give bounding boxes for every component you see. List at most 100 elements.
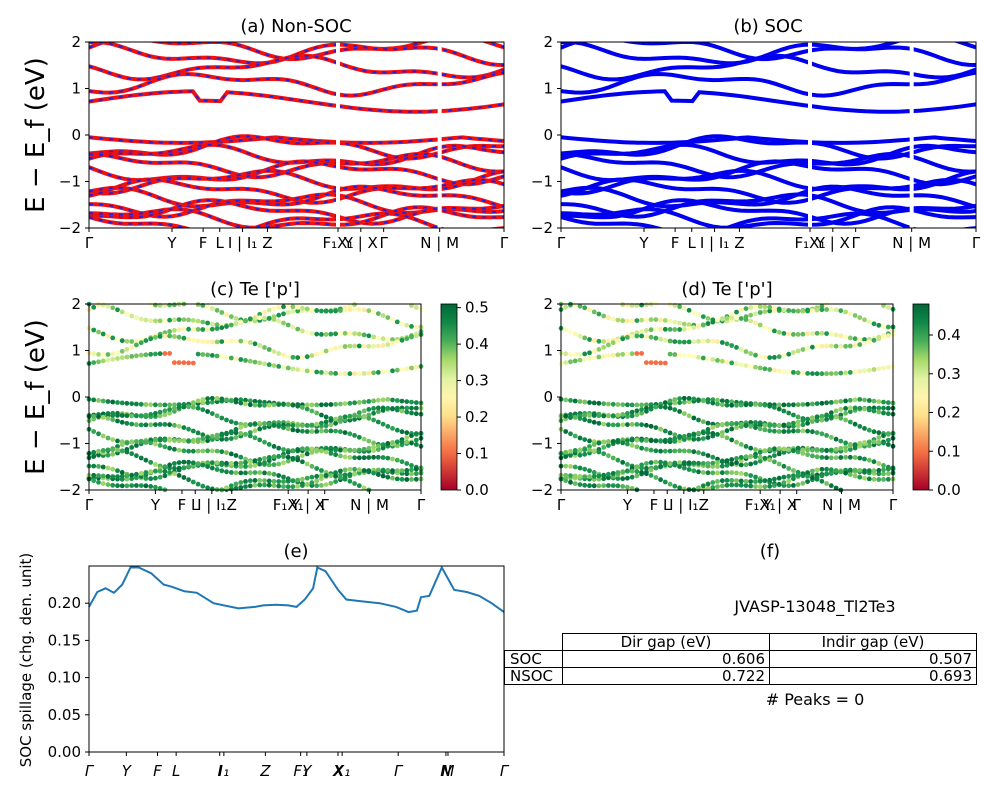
x-tick-label: F₁X₁ [745, 496, 776, 514]
projection-point [281, 479, 286, 484]
projection-point [658, 448, 663, 454]
projection-point [648, 360, 654, 365]
projection-point [413, 466, 419, 472]
projection-point [833, 436, 839, 442]
projection-point [634, 444, 640, 450]
projection-point [810, 447, 815, 453]
projection-point [314, 466, 320, 471]
projection-point [625, 475, 630, 481]
projection-point [266, 462, 272, 468]
projection-point [276, 351, 282, 356]
projection-point [300, 476, 305, 482]
projection-point [309, 450, 315, 455]
projection-point [361, 468, 367, 473]
projection-point [828, 483, 834, 489]
projection-point [568, 464, 573, 469]
projection-point [881, 471, 886, 477]
projection-point [342, 454, 348, 460]
projection-point [591, 419, 597, 425]
projection-point [885, 471, 891, 477]
projection-point [743, 478, 749, 484]
projection-point [290, 304, 296, 310]
projection-point [715, 470, 720, 476]
projection-point [219, 415, 225, 421]
projection-point [124, 338, 130, 344]
y-tick-label: 0.15 [48, 631, 81, 649]
projection-point [606, 443, 611, 448]
projection-point [195, 318, 201, 324]
projection-point [413, 333, 419, 339]
projection-point [162, 444, 168, 450]
projection-point [866, 468, 872, 474]
projection-point [672, 432, 678, 438]
projection-point [271, 317, 277, 322]
projection-point [361, 455, 367, 461]
projection-point [162, 333, 168, 339]
projection-point [563, 449, 569, 455]
projection-point [134, 413, 139, 419]
projection-point [366, 370, 372, 376]
projection-point [323, 402, 329, 408]
projection-point [247, 433, 253, 439]
projection-point [800, 370, 806, 376]
projection-point [119, 348, 125, 354]
projection-point [314, 473, 320, 479]
y-tick-label: 1 [71, 80, 81, 98]
projection-point [172, 402, 177, 408]
x-tick-label: Z [699, 496, 709, 514]
projection-point [686, 432, 692, 438]
y-tick-label: 0.05 [48, 706, 81, 724]
projection-point [404, 405, 410, 411]
projection-point [252, 482, 258, 488]
projection-point [639, 445, 644, 451]
projection-point [91, 463, 97, 469]
projection-point [620, 469, 626, 475]
projection-point [838, 370, 844, 376]
projection-point [781, 369, 787, 374]
projection-point [885, 400, 891, 405]
projection-point [228, 355, 234, 361]
projection-point [719, 422, 725, 427]
projection-point [404, 477, 410, 482]
projection-point [885, 305, 891, 310]
projection-point [833, 455, 839, 461]
projection-point [371, 406, 376, 411]
y-tick-label: 0 [71, 126, 81, 144]
projection-point [625, 468, 630, 474]
projection-point [719, 463, 725, 469]
projection-point [610, 422, 616, 428]
projection-point [563, 463, 569, 469]
projection-point [843, 370, 848, 376]
projection-point [134, 471, 139, 477]
projection-point [805, 428, 810, 434]
projection-point [238, 400, 244, 406]
projection-point [238, 464, 244, 469]
projection-point [644, 302, 649, 308]
projection-point [167, 317, 173, 323]
projection-point [356, 434, 362, 440]
projection-point [276, 483, 282, 489]
projection-point [134, 401, 139, 407]
projection-point [587, 307, 592, 313]
x-tick-label: Y | X [815, 234, 850, 252]
projection-point [162, 412, 168, 418]
projection-point [710, 319, 716, 325]
projection-point [700, 355, 706, 361]
projection-point [786, 402, 792, 408]
panel-d-scatter [558, 301, 896, 493]
projection-point [347, 343, 353, 349]
projection-point [847, 397, 853, 403]
projection-point [238, 397, 244, 403]
projection-point [610, 455, 616, 461]
projection-point [795, 423, 801, 429]
projection-point [814, 448, 820, 453]
projection-point [290, 448, 296, 454]
projection-point [852, 442, 858, 447]
projection-point [662, 360, 668, 366]
projection-point [409, 410, 414, 416]
projection-point [257, 478, 263, 483]
projection-point [615, 470, 621, 475]
projection-point [772, 453, 777, 458]
projection-point [115, 444, 120, 449]
projection-point [247, 402, 253, 408]
